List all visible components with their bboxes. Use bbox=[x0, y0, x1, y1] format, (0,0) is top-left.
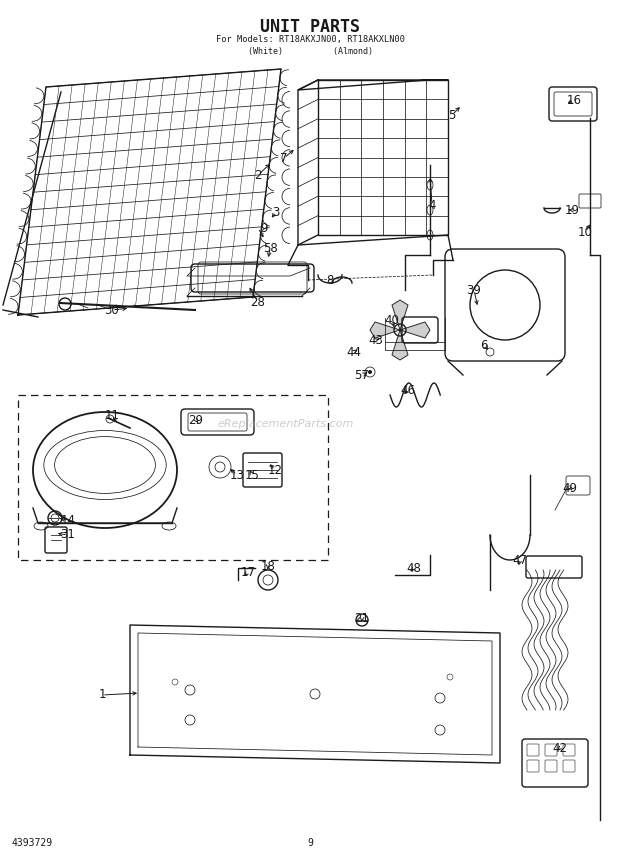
Text: 9: 9 bbox=[307, 838, 313, 848]
Text: 1: 1 bbox=[98, 688, 106, 702]
Text: UNIT PARTS: UNIT PARTS bbox=[260, 18, 360, 36]
Text: 39: 39 bbox=[467, 283, 482, 296]
Circle shape bbox=[368, 370, 372, 374]
Text: 14: 14 bbox=[61, 514, 76, 526]
Text: 29: 29 bbox=[188, 413, 203, 426]
Text: 16: 16 bbox=[567, 93, 582, 106]
Text: 40: 40 bbox=[384, 313, 399, 326]
Text: 42: 42 bbox=[552, 741, 567, 754]
Text: 18: 18 bbox=[260, 560, 275, 573]
Text: 19: 19 bbox=[564, 204, 580, 217]
Text: (White)          (Almond): (White) (Almond) bbox=[247, 47, 373, 56]
Text: 15: 15 bbox=[244, 468, 259, 482]
Text: 44: 44 bbox=[347, 346, 361, 359]
Text: 5: 5 bbox=[448, 109, 456, 122]
Text: 49: 49 bbox=[562, 482, 577, 495]
Text: 46: 46 bbox=[401, 383, 415, 396]
Text: 6: 6 bbox=[480, 338, 488, 352]
Bar bbox=[18, 395, 328, 560]
Text: 9: 9 bbox=[260, 222, 268, 235]
Text: 4393729: 4393729 bbox=[12, 838, 53, 848]
Polygon shape bbox=[400, 322, 430, 338]
Text: 4: 4 bbox=[428, 199, 436, 211]
Text: 21: 21 bbox=[355, 611, 370, 625]
Text: 13: 13 bbox=[229, 468, 244, 482]
Text: 17: 17 bbox=[241, 566, 255, 579]
Text: 48: 48 bbox=[407, 562, 422, 574]
Text: 2: 2 bbox=[254, 169, 262, 181]
Polygon shape bbox=[370, 322, 400, 338]
Text: 30: 30 bbox=[105, 304, 120, 317]
Text: 43: 43 bbox=[368, 334, 383, 347]
Text: 58: 58 bbox=[263, 241, 277, 254]
Text: 28: 28 bbox=[250, 295, 265, 308]
Polygon shape bbox=[392, 330, 408, 360]
Text: eReplacementParts.com: eReplacementParts.com bbox=[217, 419, 353, 429]
Text: 10: 10 bbox=[578, 225, 593, 239]
Text: 57: 57 bbox=[355, 368, 370, 382]
Polygon shape bbox=[392, 300, 408, 330]
Text: 31: 31 bbox=[61, 528, 76, 542]
Text: 12: 12 bbox=[267, 463, 283, 477]
Text: 11: 11 bbox=[105, 408, 120, 421]
Text: 7: 7 bbox=[280, 152, 288, 164]
Text: 47: 47 bbox=[513, 554, 528, 567]
Text: 8: 8 bbox=[326, 274, 334, 287]
Text: 3: 3 bbox=[272, 205, 280, 218]
Text: For Models: RT18AKXJN00, RT18AKXLN00: For Models: RT18AKXJN00, RT18AKXLN00 bbox=[216, 35, 404, 44]
